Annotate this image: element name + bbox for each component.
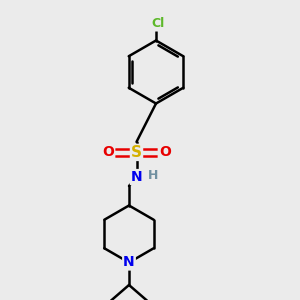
Text: O: O [159,146,171,159]
Text: N: N [131,170,142,184]
Text: H: H [148,169,158,182]
Text: N: N [123,256,135,269]
Text: Cl: Cl [151,17,164,31]
Text: S: S [131,145,142,160]
Text: O: O [102,146,114,159]
